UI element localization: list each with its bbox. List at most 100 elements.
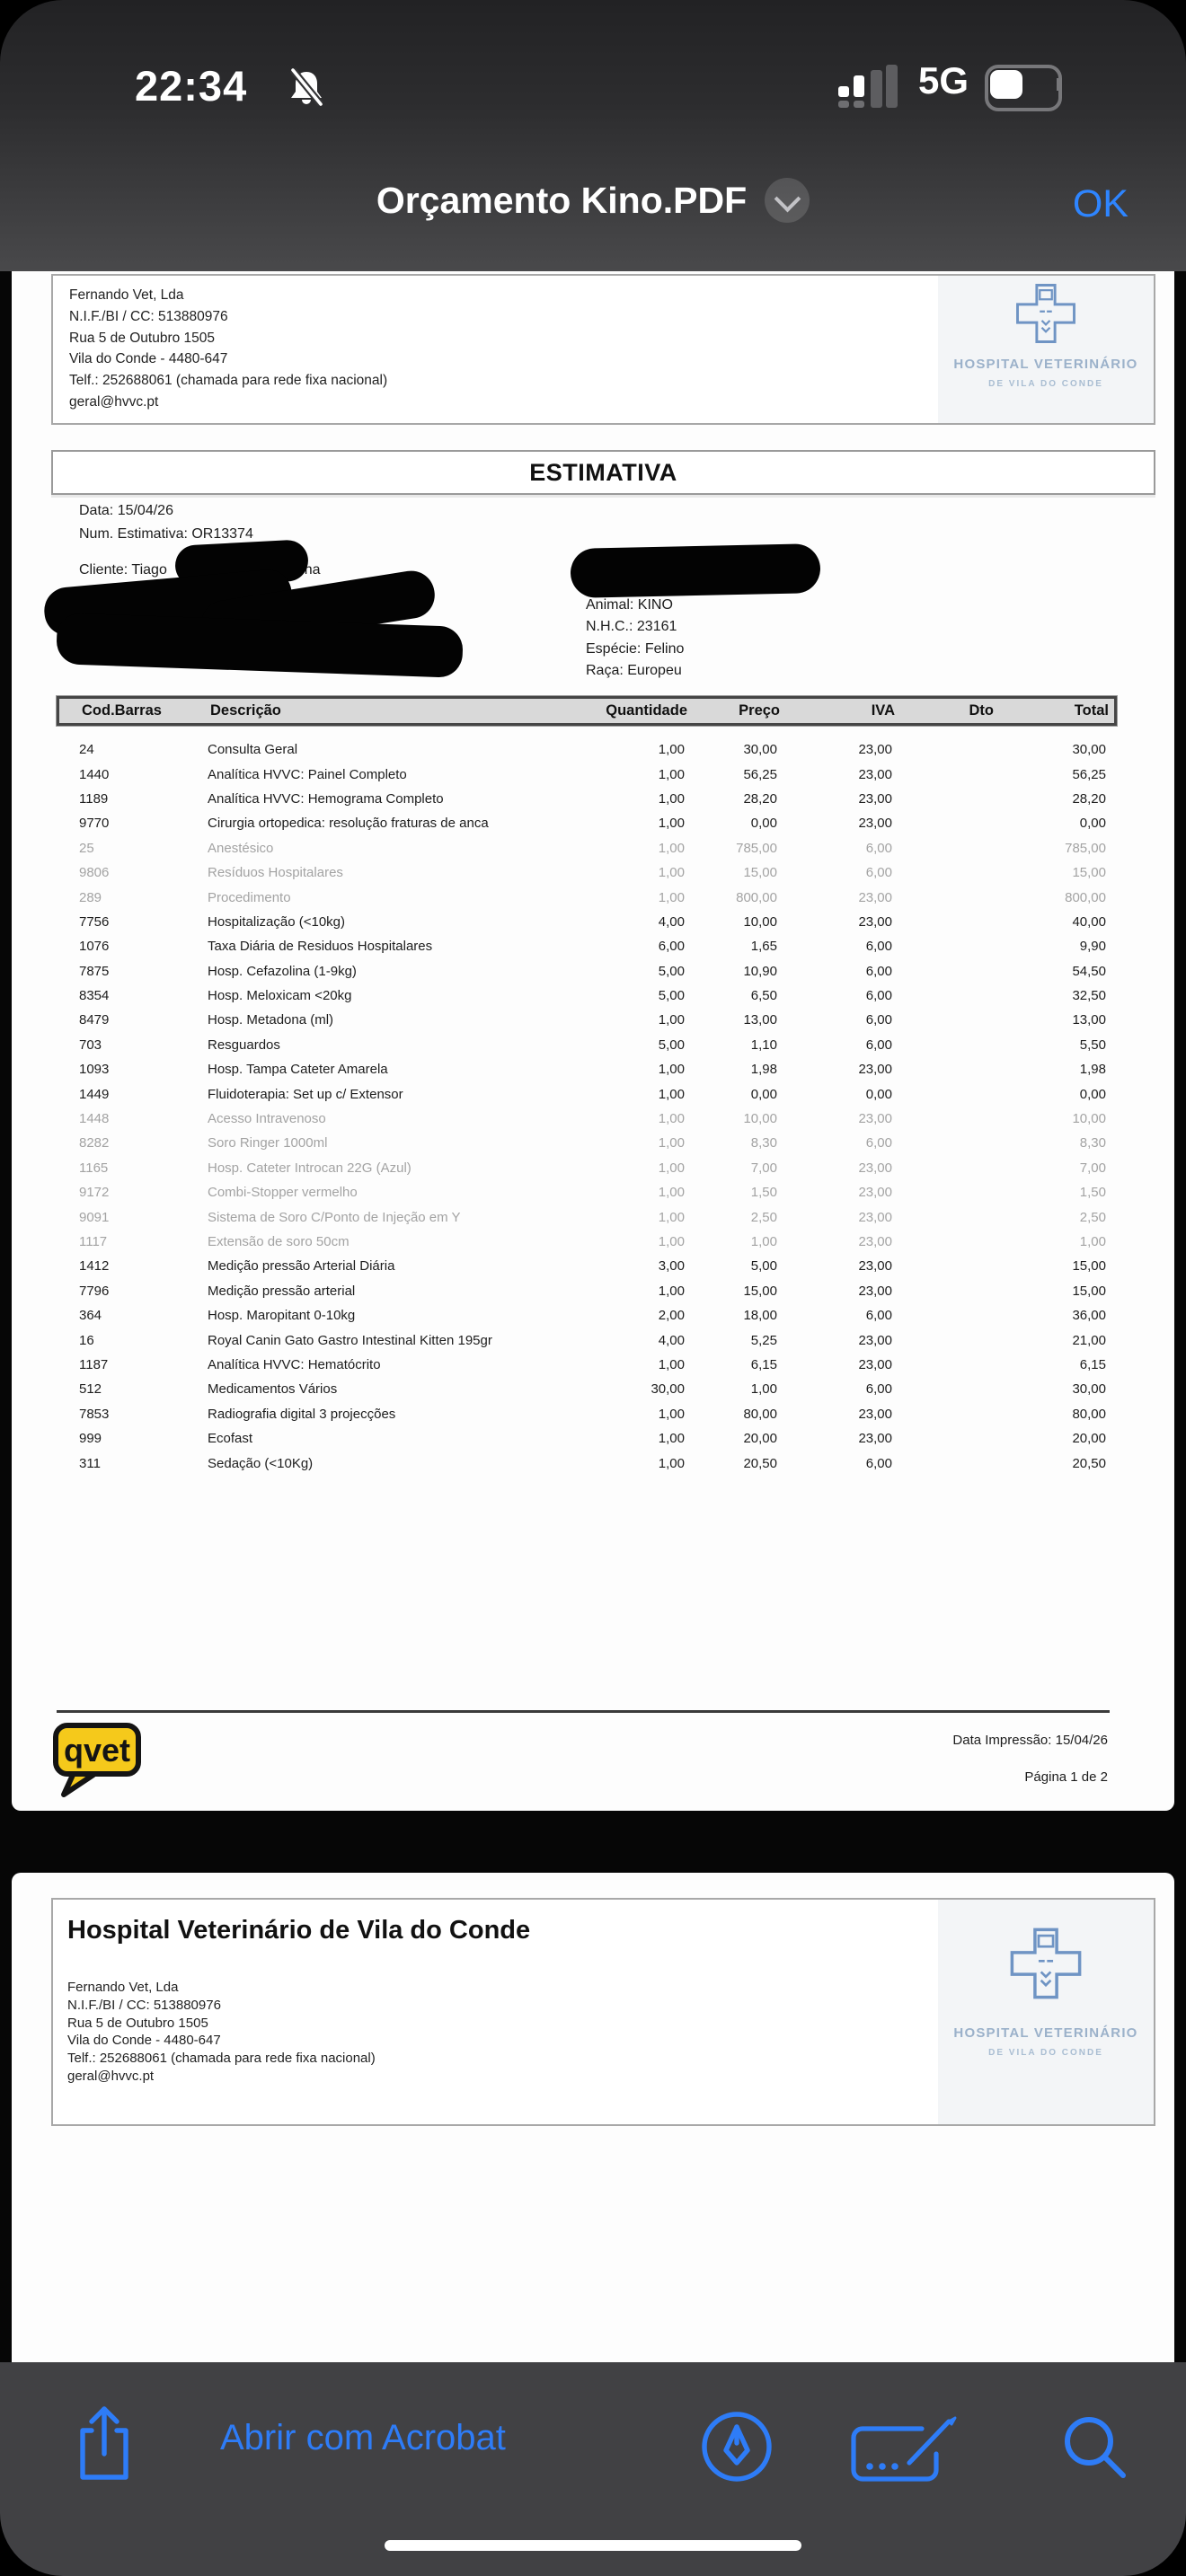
cell-price: 1,98 bbox=[750, 1062, 777, 1078]
logo-text-line2: DE VILA DO CONDE bbox=[988, 379, 1103, 389]
cell-desc: Acesso Intravenoso bbox=[208, 1111, 326, 1127]
cell-iva: 6,00 bbox=[865, 1381, 892, 1398]
cell-price: 785,00 bbox=[736, 840, 777, 856]
table-body: 24 Consulta Geral 1,00 30,00 23,00 30,00… bbox=[57, 737, 1117, 1476]
table-row: 289 Procedimento 1,00 800,00 23,00 800,0… bbox=[57, 885, 1117, 909]
ok-button[interactable]: OK bbox=[1067, 181, 1134, 227]
table-row: 1449 Fluidoterapia: Set up c/ Extensor 1… bbox=[57, 1081, 1117, 1106]
cell-total: 15,00 bbox=[1072, 1283, 1106, 1299]
cell-price: 56,25 bbox=[743, 766, 777, 782]
cell-iva: 23,00 bbox=[858, 1234, 892, 1249]
home-indicator[interactable] bbox=[385, 2540, 801, 2551]
table-row: 9806 Resíduos Hospitalares 1,00 15,00 6,… bbox=[57, 860, 1117, 885]
table-row: 8479 Hosp. Metadona (ml) 1,00 13,00 6,00… bbox=[57, 1008, 1117, 1032]
navigation-bar: Orçamento Kino.PDF OK bbox=[0, 178, 1186, 243]
cell-iva: 23,00 bbox=[858, 1283, 892, 1299]
animal-info-line: Espécie: Felino bbox=[586, 640, 685, 657]
company-info-line: Fernando Vet, Lda bbox=[67, 1980, 179, 1995]
cell-total: 0,00 bbox=[1079, 1086, 1106, 1102]
cell-iva: 23,00 bbox=[858, 1356, 892, 1372]
cell-code: 512 bbox=[79, 1381, 102, 1398]
estimate-table: Cod.Barras Descrição Quantidade Preço IV… bbox=[57, 696, 1117, 1476]
cell-iva: 23,00 bbox=[858, 1406, 892, 1422]
cell-desc: Anestésico bbox=[208, 840, 274, 856]
cell-price: 1,50 bbox=[750, 1185, 777, 1201]
company-info-line: Fernando Vet, Lda bbox=[69, 287, 184, 303]
cell-price: 28,20 bbox=[743, 790, 777, 807]
cell-price: 80,00 bbox=[743, 1406, 777, 1422]
table-row: 9091 Sistema de Soro C/Ponto de Injeção … bbox=[57, 1204, 1117, 1229]
cell-iva: 23,00 bbox=[858, 1160, 892, 1176]
cell-price: 2,50 bbox=[750, 1209, 777, 1225]
cell-desc: Hosp. Meloxicam <20kg bbox=[208, 988, 352, 1004]
cell-price: 0,00 bbox=[750, 816, 777, 832]
signature-button[interactable] bbox=[850, 2414, 960, 2485]
cell-code: 999 bbox=[79, 1431, 102, 1447]
company-info-line: Rua 5 de Outubro 1505 bbox=[69, 330, 216, 346]
cell-total: 40,00 bbox=[1072, 913, 1106, 930]
cell-price: 0,00 bbox=[750, 1086, 777, 1102]
cell-iva: 23,00 bbox=[858, 1332, 892, 1348]
cell-iva: 6,00 bbox=[865, 1012, 892, 1028]
cell-desc: Procedimento bbox=[208, 889, 291, 905]
cell-desc: Analítica HVVC: Hemograma Completo bbox=[208, 790, 444, 807]
pdf-page-2: Hospital Veterinário de Vila do Conde Fe… bbox=[12, 1873, 1174, 2362]
cell-desc: Royal Canin Gato Gastro Intestinal Kitte… bbox=[208, 1332, 492, 1348]
cell-price: 1,65 bbox=[750, 939, 777, 955]
cell-code: 25 bbox=[79, 840, 94, 856]
search-button[interactable] bbox=[1058, 2411, 1130, 2485]
cell-qty: 1,00 bbox=[658, 1135, 685, 1151]
cell-qty: 1,00 bbox=[658, 1209, 685, 1225]
cell-iva: 6,00 bbox=[865, 1135, 892, 1151]
cell-price: 1,00 bbox=[750, 1234, 777, 1249]
cell-code: 1093 bbox=[79, 1062, 110, 1078]
cell-iva: 23,00 bbox=[858, 1258, 892, 1275]
open-with-acrobat-button[interactable]: Abrir com Acrobat bbox=[220, 2418, 506, 2457]
company-info-line: Telf.: 252688061 (chamada para rede fixa… bbox=[67, 2051, 376, 2067]
cell-code: 1165 bbox=[79, 1160, 109, 1176]
chevron-down-icon bbox=[774, 185, 801, 213]
cell-code: 8282 bbox=[79, 1135, 110, 1151]
pdf-scroll-area[interactable]: Fernando Vet, Lda N.I.F./BI / CC: 5138809… bbox=[0, 271, 1186, 2362]
markup-pen-icon bbox=[702, 2412, 772, 2482]
cell-desc: Medição pressão Arterial Diária bbox=[208, 1258, 395, 1275]
cell-price: 30,00 bbox=[743, 742, 777, 758]
cell-total: 785,00 bbox=[1065, 840, 1106, 856]
cell-price: 7,00 bbox=[750, 1160, 777, 1176]
col-header-total: Total bbox=[1074, 702, 1109, 719]
cell-qty: 1,00 bbox=[658, 840, 685, 856]
markup-button[interactable] bbox=[699, 2409, 774, 2487]
company-info-line: Vila do Conde - 4480-647 bbox=[67, 2033, 221, 2049]
cell-qty: 4,00 bbox=[658, 1332, 685, 1348]
cell-code: 1076 bbox=[79, 939, 110, 955]
cell-iva: 23,00 bbox=[858, 913, 892, 930]
company-info-line: geral@hvvc.pt bbox=[67, 2068, 155, 2084]
cell-total: 9,90 bbox=[1079, 939, 1106, 955]
redaction-mark bbox=[56, 613, 464, 678]
veterinary-cross-icon bbox=[1010, 1928, 1082, 1999]
share-button[interactable] bbox=[70, 2402, 138, 2487]
title-menu-button[interactable] bbox=[765, 178, 810, 223]
cell-total: 80,00 bbox=[1072, 1406, 1106, 1422]
cell-iva: 6,00 bbox=[865, 988, 892, 1004]
company-info-box: Fernando Vet, Lda N.I.F./BI / CC: 5138809… bbox=[51, 274, 1155, 425]
cell-qty: 1,00 bbox=[658, 1012, 685, 1028]
cell-desc: Soro Ringer 1000ml bbox=[208, 1135, 328, 1151]
cell-desc: Combi-Stopper vermelho bbox=[208, 1185, 358, 1201]
cell-qty: 6,00 bbox=[658, 939, 685, 955]
cell-total: 0,00 bbox=[1079, 816, 1106, 832]
col-header-dto: Dto bbox=[969, 702, 995, 719]
cell-desc: Hosp. Tampa Cateter Amarela bbox=[208, 1062, 388, 1078]
cell-code: 24 bbox=[79, 742, 94, 758]
logo-text-line2: DE VILA DO CONDE bbox=[988, 2048, 1103, 2058]
cell-qty: 2,00 bbox=[658, 1308, 685, 1324]
table-row: 1189 Analítica HVVC: Hemograma Completo … bbox=[57, 787, 1117, 811]
cell-iva: 23,00 bbox=[858, 742, 892, 758]
cell-desc: Analítica HVVC: Hematócrito bbox=[208, 1356, 381, 1372]
cell-price: 8,30 bbox=[750, 1135, 777, 1151]
cell-price: 10,00 bbox=[743, 913, 777, 930]
col-header-preco: Preço bbox=[739, 702, 780, 719]
share-icon bbox=[80, 2406, 128, 2480]
estimate-title-box: ESTIMATIVA bbox=[51, 450, 1155, 495]
